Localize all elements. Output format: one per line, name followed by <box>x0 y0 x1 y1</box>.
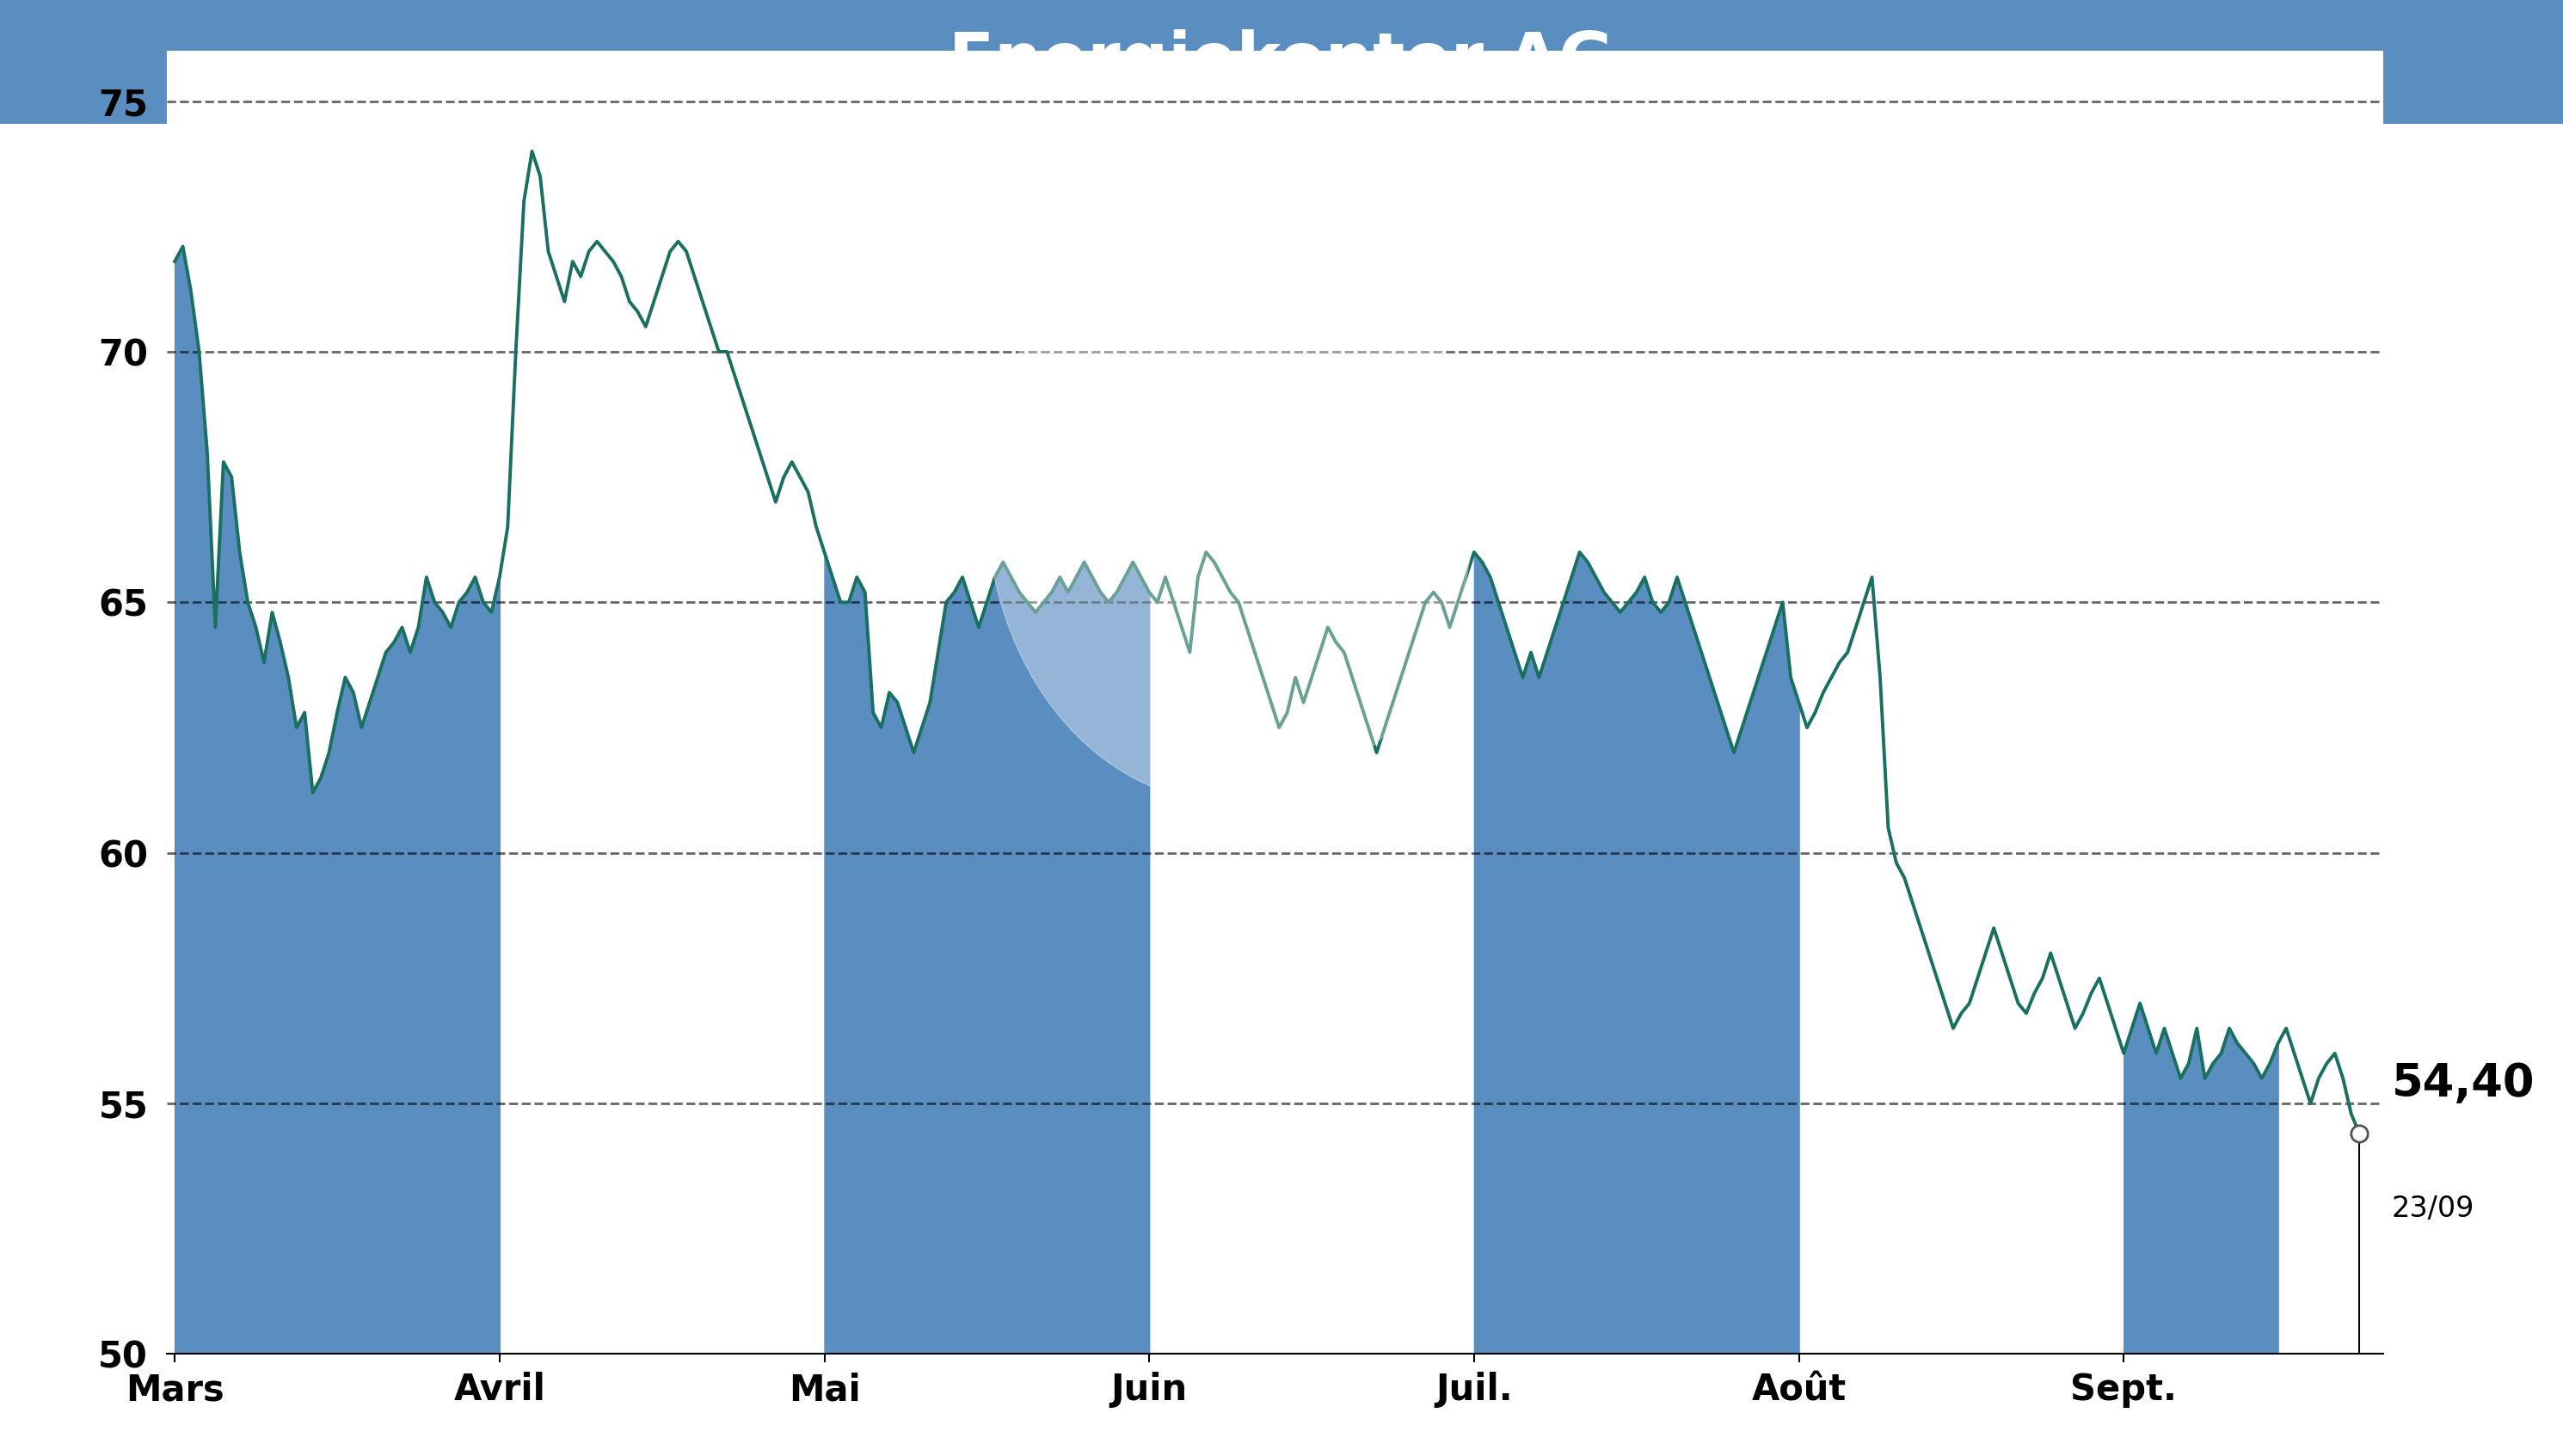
Ellipse shape <box>987 201 1474 802</box>
Text: Energiekontor AG: Energiekontor AG <box>948 29 1615 95</box>
Text: 54,40: 54,40 <box>2391 1061 2535 1105</box>
Text: 23/09: 23/09 <box>2391 1194 2476 1223</box>
